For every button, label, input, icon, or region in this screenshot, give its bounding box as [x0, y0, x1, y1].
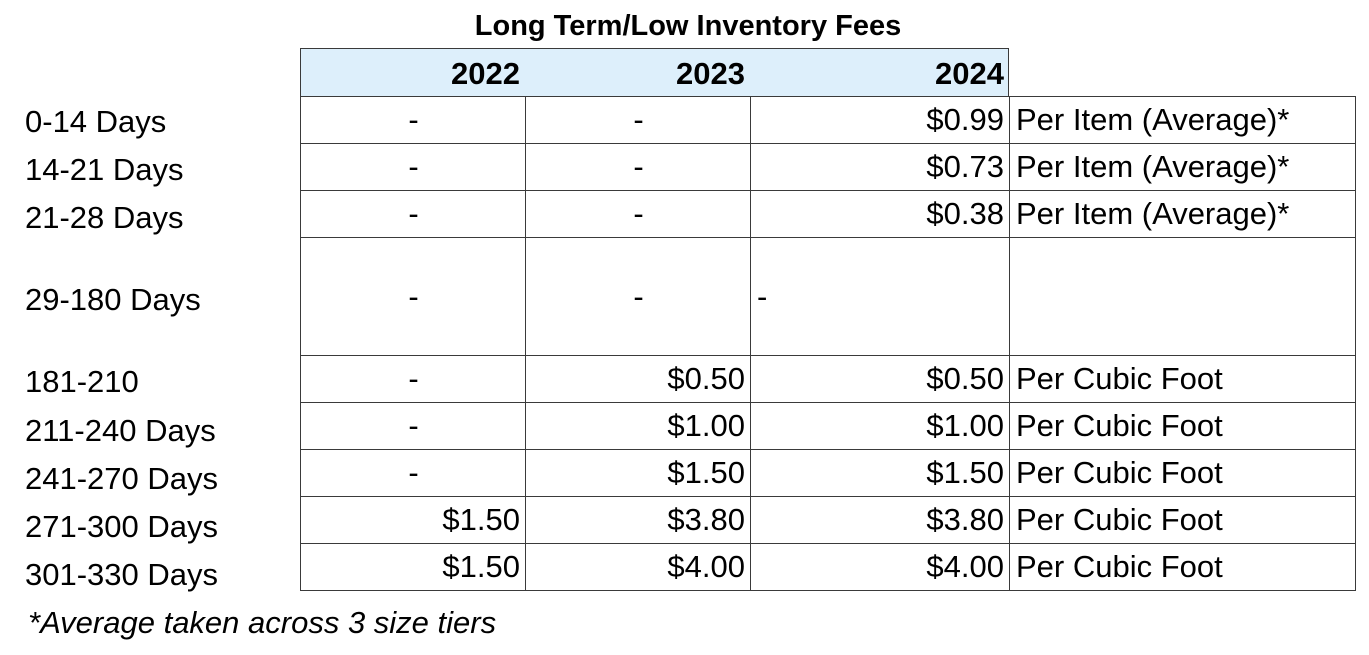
cell-2022: -	[300, 355, 526, 403]
table-row: $1.50 $4.00 $4.00 Per Cubic Foot	[300, 543, 1356, 591]
cell-unit: Per Item (Average)*	[1009, 96, 1356, 144]
cell-2024: $0.99	[750, 96, 1010, 144]
cell-unit: Per Cubic Foot	[1009, 355, 1356, 403]
cell-2024: $0.38	[750, 190, 1010, 238]
table-row: - $0.50 $0.50 Per Cubic Foot	[300, 355, 1356, 403]
table-row: - - -	[300, 237, 1356, 356]
cell-2022: -	[300, 143, 526, 191]
row-label: 0-14 Days	[25, 104, 167, 139]
table-row: - $1.50 $1.50 Per Cubic Foot	[300, 449, 1356, 497]
column-header-2023: 2023	[524, 48, 750, 97]
fees-table: - - $0.99 Per Item (Average)* - - $0.73 …	[300, 96, 1356, 591]
cell-2023: -	[525, 143, 751, 191]
cell-2023: $1.00	[525, 402, 751, 450]
cell-2024: $4.00	[750, 543, 1010, 591]
cell-2023: -	[525, 96, 751, 144]
cell-2022: $1.50	[300, 543, 526, 591]
cell-2024: $1.00	[750, 402, 1010, 450]
cell-2022: -	[300, 402, 526, 450]
row-label: 271-300 Days	[25, 509, 219, 544]
cell-2022: -	[300, 237, 526, 356]
cell-2024: $3.80	[750, 496, 1010, 544]
table-row: $1.50 $3.80 $3.80 Per Cubic Foot	[300, 496, 1356, 544]
cell-unit: Per Cubic Foot	[1009, 449, 1356, 497]
cell-unit: Per Cubic Foot	[1009, 402, 1356, 450]
cell-2023: $4.00	[525, 543, 751, 591]
row-label: 181-210	[25, 364, 139, 399]
table-row: - - $0.73 Per Item (Average)*	[300, 143, 1356, 191]
cell-2024: $0.73	[750, 143, 1010, 191]
cell-2023: -	[525, 190, 751, 238]
row-label: 29-180 Days	[25, 282, 201, 317]
table-row: - $1.00 $1.00 Per Cubic Foot	[300, 402, 1356, 450]
table-row: - - $0.38 Per Item (Average)*	[300, 190, 1356, 238]
cell-unit: Per Item (Average)*	[1009, 143, 1356, 191]
table-title: Long Term/Low Inventory Fees	[474, 10, 902, 42]
table-row: - - $0.99 Per Item (Average)*	[300, 96, 1356, 144]
cell-2022: $1.50	[300, 496, 526, 544]
cell-2024: $1.50	[750, 449, 1010, 497]
cell-2023: $1.50	[525, 449, 751, 497]
cell-2022: -	[300, 190, 526, 238]
cell-unit	[1009, 237, 1356, 356]
footnote: *Average taken across 3 size tiers	[28, 605, 497, 640]
cell-2023: $3.80	[525, 496, 751, 544]
column-header-2022: 2022	[300, 48, 525, 97]
cell-2022: -	[300, 449, 526, 497]
cell-unit: Per Cubic Foot	[1009, 496, 1356, 544]
cell-2024: $0.50	[750, 355, 1010, 403]
row-label: 241-270 Days	[25, 461, 219, 496]
row-label: 211-240 Days	[25, 413, 216, 448]
row-label: 21-28 Days	[25, 200, 184, 235]
row-label: 14-21 Days	[25, 152, 184, 187]
cell-2023: -	[525, 237, 751, 356]
cell-2023: $0.50	[525, 355, 751, 403]
cell-unit: Per Cubic Foot	[1009, 543, 1356, 591]
row-label: 301-330 Days	[25, 557, 219, 592]
cell-2022: -	[300, 96, 526, 144]
cell-unit: Per Item (Average)*	[1009, 190, 1356, 238]
column-header-2024: 2024	[749, 48, 1009, 97]
cell-2024: -	[750, 237, 1010, 356]
